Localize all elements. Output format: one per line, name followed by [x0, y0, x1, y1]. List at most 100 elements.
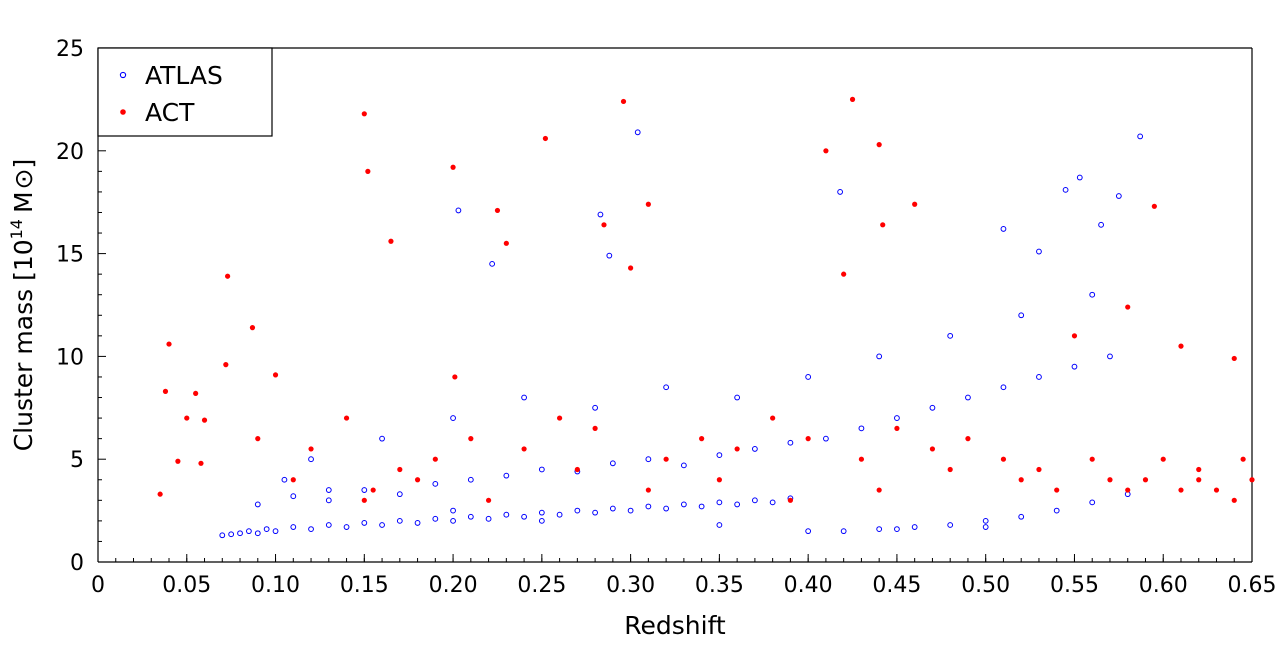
- point-act: [929, 446, 936, 452]
- point-act: [343, 415, 350, 421]
- point-act: [1054, 487, 1060, 493]
- point-act: [1160, 456, 1166, 462]
- point-act: [290, 477, 296, 483]
- point-atlas: [556, 511, 563, 518]
- point-atlas: [787, 439, 794, 446]
- point-act: [414, 477, 421, 483]
- point-act: [365, 168, 371, 174]
- point-act: [574, 466, 580, 473]
- point-atlas: [734, 501, 741, 508]
- point-atlas: [592, 404, 599, 411]
- point-act: [1142, 477, 1149, 483]
- point-act: [361, 111, 367, 117]
- point-atlas: [281, 476, 288, 483]
- point-atlas: [263, 526, 270, 533]
- point-act: [1231, 497, 1237, 503]
- point-act: [628, 265, 634, 271]
- point-act: [912, 201, 918, 207]
- x-axis-ticks: 0 0.05 0.10 0.15 0.20 0.25 0.30 0.35 0.40 0.45 0.5…: [91, 554, 1276, 598]
- legend-marker-atlas: [119, 71, 127, 79]
- point-act: [645, 201, 651, 207]
- point-act: [198, 460, 204, 466]
- point-atlas: [982, 517, 989, 524]
- point-atlas: [379, 522, 385, 528]
- point-atlas: [1089, 499, 1096, 506]
- point-act: [601, 222, 607, 228]
- point-act: [947, 466, 953, 473]
- point-atlas: [609, 460, 616, 467]
- legend-marker-act: [120, 109, 126, 115]
- point-atlas: [521, 513, 527, 520]
- point-atlas: [308, 456, 314, 463]
- point-act: [894, 425, 900, 431]
- point-atlas: [716, 499, 723, 506]
- point-act: [223, 362, 229, 368]
- point-atlas: [489, 260, 496, 267]
- point-act: [805, 436, 811, 442]
- x-tick-label: 0.45: [872, 573, 921, 598]
- point-act: [787, 497, 794, 503]
- point-atlas: [503, 511, 510, 518]
- plot-frame: [97, 47, 1253, 563]
- point-act: [175, 458, 181, 464]
- point-atlas: [379, 435, 385, 442]
- x-tick-label: 0: [91, 573, 105, 598]
- point-atlas: [965, 394, 971, 401]
- y-tick-label: 25: [56, 37, 84, 62]
- point-act: [1151, 203, 1157, 209]
- point-atlas: [455, 207, 462, 214]
- legend-label-act: ACT: [145, 98, 195, 127]
- point-atlas: [343, 524, 350, 530]
- x-tick-label: 0.15: [340, 573, 389, 598]
- point-act: [1213, 487, 1220, 493]
- point-atlas: [246, 528, 252, 535]
- point-act: [645, 487, 651, 493]
- point-atlas: [680, 501, 687, 508]
- point-atlas: [663, 384, 670, 391]
- point-act: [157, 491, 163, 497]
- point-atlas: [396, 517, 403, 524]
- point-atlas: [308, 526, 314, 533]
- point-atlas: [1053, 507, 1060, 514]
- point-act: [1089, 456, 1095, 462]
- x-tick-label: 0.20: [429, 573, 478, 598]
- point-act: [592, 425, 598, 431]
- legend-item-act: ACT: [120, 98, 195, 127]
- point-atlas: [521, 394, 527, 401]
- point-atlas: [272, 528, 279, 535]
- point-atlas: [467, 513, 474, 520]
- point-act: [1125, 487, 1131, 493]
- point-act: [716, 477, 722, 483]
- point-atlas: [254, 501, 261, 508]
- y-axis-title-main: Cluster mass [10: [9, 239, 38, 451]
- point-atlas: [663, 505, 670, 512]
- point-atlas: [597, 211, 604, 218]
- y-tick-label: 15: [56, 243, 84, 268]
- point-atlas: [538, 509, 545, 516]
- solar-symbol-icon: ⊙: [9, 168, 38, 189]
- legend-item-atlas: ATLAS: [119, 61, 223, 90]
- point-atlas: [1137, 133, 1144, 140]
- point-act: [1196, 466, 1202, 473]
- svg-text:Cluster mass [1014M⊙]: Cluster mass [1014 M⊙]: [7, 159, 38, 452]
- point-act: [876, 487, 882, 493]
- y-axis-title-close: ]: [9, 159, 38, 169]
- x-tick-label: 0.55: [1050, 573, 1099, 598]
- y-tick-label: 0: [70, 551, 84, 576]
- y-tick-label: 5: [70, 448, 84, 473]
- point-act: [503, 240, 509, 246]
- point-atlas: [837, 189, 844, 195]
- point-atlas: [947, 522, 954, 528]
- point-atlas: [858, 425, 865, 432]
- point-act: [255, 436, 261, 442]
- point-atlas: [467, 476, 474, 483]
- point-act: [1240, 456, 1246, 462]
- point-act: [521, 446, 527, 452]
- point-act: [858, 456, 865, 462]
- point-act: [432, 456, 438, 462]
- point-act: [225, 273, 231, 279]
- point-act: [452, 374, 458, 380]
- point-atlas: [432, 480, 439, 487]
- point-atlas: [1089, 291, 1096, 298]
